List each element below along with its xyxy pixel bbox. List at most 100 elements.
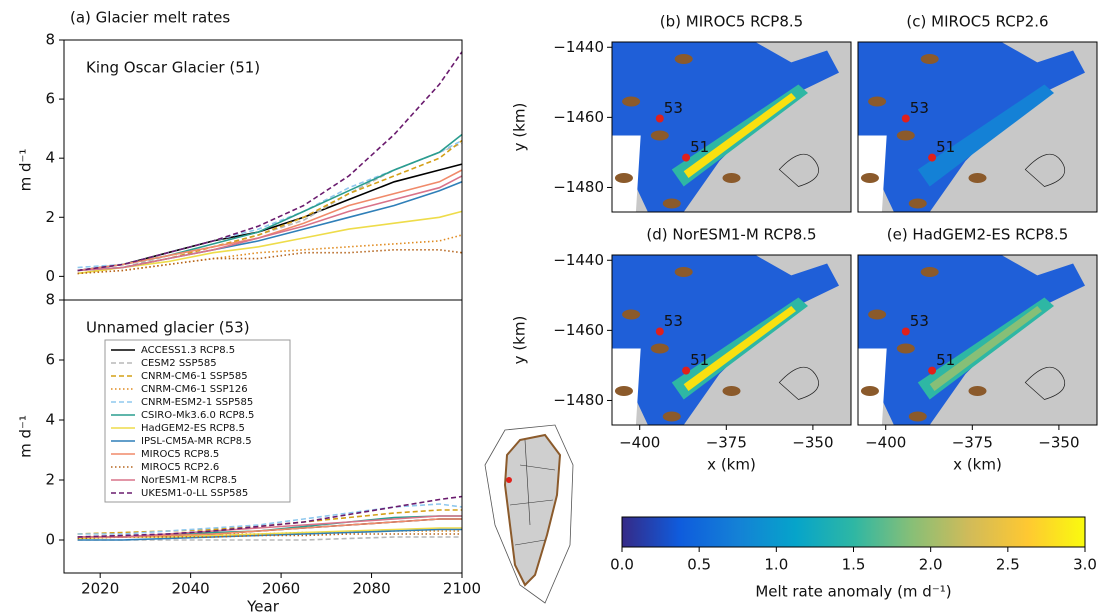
legend-label: ACCESS1.3 RCP8.5 [141, 345, 235, 356]
rock [662, 198, 681, 209]
colorbar-label: Melt rate anomaly (m d⁻¹) [755, 583, 951, 601]
map-panel: 53 51 (e) HadGEM2-ES RCP8.5 −400 −375 −350 x (… [857, 226, 1098, 474]
panel-title: (e) HadGEM2-ES RCP8.5 [887, 226, 1069, 244]
ice-melt-field [612, 255, 839, 425]
line-panel: Unnamed glacier (53) m d⁻¹ 0 2 4 6 8 2020 2040 20… [17, 291, 482, 613]
ice-melt-field [858, 255, 1085, 425]
rock [908, 411, 927, 422]
plot-frame [63, 39, 463, 301]
line-panel: (a) Glacier melt rates King Oscar Glacier… [17, 9, 463, 301]
colorbar-tick-label: 0.0 [610, 556, 634, 574]
map-frame [857, 254, 1098, 426]
rock [662, 411, 681, 422]
ice-melt-field [612, 42, 839, 212]
panel-title: (a) Glacier melt rates [70, 9, 230, 27]
glacier-marker [655, 114, 664, 123]
rock [968, 386, 987, 396]
plot-frame [63, 299, 463, 574]
map-frame [857, 41, 1098, 213]
colorbar-tick-label: 2.0 [919, 556, 943, 574]
legend-box [104, 339, 291, 503]
rock [908, 198, 927, 209]
legend-label: MIROC5 RCP2.6 [141, 462, 219, 473]
glacier-marker [928, 366, 937, 375]
greenland-inset [484, 424, 574, 604]
x-axis-label: Year [246, 598, 280, 613]
panel-title: (c) MIROC5 RCP2.6 [906, 13, 1048, 31]
glacier-label: 53 [910, 312, 929, 330]
rock [968, 173, 987, 183]
map-panel: 53 51 (b) MIROC5 RCP8.5 −1440 −1460 −1480 y (k… [511, 13, 852, 213]
glacier-label: 51 [936, 351, 955, 369]
contour [778, 366, 819, 400]
series-line [77, 142, 463, 272]
y-axis-label: m d⁻¹ [17, 149, 35, 192]
y-tick-label: 2 [45, 471, 55, 489]
rock [896, 130, 915, 141]
series-line [77, 163, 463, 272]
glacier-marker [682, 153, 691, 162]
contour [1024, 366, 1065, 400]
rock [722, 173, 741, 183]
legend-label: HadGEM2-ES RCP8.5 [141, 423, 245, 434]
legend-label: CESM2 SSP585 [141, 358, 217, 369]
series-line [77, 249, 463, 275]
y-axis-label: m d⁻¹ [17, 415, 35, 458]
site-marker [506, 477, 512, 483]
y-tick-label: 2 [45, 208, 55, 226]
series-line [77, 210, 463, 275]
x-tick-label: −375 [706, 434, 747, 452]
fjord [917, 84, 1054, 187]
rock [614, 386, 633, 396]
contour [778, 153, 819, 187]
legend-label: CSIRO-Mk3.6.0 RCP8.5 [141, 410, 254, 421]
y-tick-label: −1460 [553, 108, 604, 126]
y-tick-label: −1480 [553, 391, 604, 409]
legend: ACCESS1.3 RCP8.5 CESM2 SSP585 CNRM-CM6-1 S… [104, 339, 291, 503]
rock [860, 173, 879, 183]
glacier-marker [901, 114, 910, 123]
x-axis-label: x (km) [953, 456, 1002, 474]
series-line [77, 175, 463, 272]
rock [920, 54, 939, 64]
series-line [77, 234, 463, 275]
colorbar: 0.0 0.5 1.0 1.5 2.0 2.5 3.0 Melt rate anomaly (… [610, 516, 1097, 601]
fjord-core [683, 306, 796, 391]
series-line [77, 139, 463, 269]
colorbar-tick-label: 2.5 [996, 556, 1020, 574]
y-tick-label: 8 [45, 31, 55, 49]
x-axis-label: x (km) [707, 456, 756, 474]
legend-label: NorESM1-M RCP8.5 [141, 475, 237, 486]
glacier-label: 51 [936, 138, 955, 156]
rock [868, 96, 887, 107]
series-line [77, 503, 463, 535]
contour [1024, 153, 1065, 187]
glacier-marker [655, 327, 664, 336]
series-line [77, 139, 463, 275]
basins [509, 439, 556, 546]
glacier-label: 53 [664, 99, 683, 117]
x-tick-label: −350 [1038, 434, 1079, 452]
colorbar-tick-label: 3.0 [1073, 556, 1097, 574]
rock [674, 267, 693, 277]
legend-label: CNRM-CM6-1 SSP126 [141, 384, 248, 395]
panel-annotation: King Oscar Glacier (51) [86, 59, 260, 77]
panel-annotation: Unnamed glacier (53) [86, 319, 250, 337]
x-tick-label: −400 [865, 434, 906, 452]
rock [622, 96, 641, 107]
y-tick-label: −1480 [553, 178, 604, 196]
rock [650, 130, 669, 141]
y-tick-label: −1460 [553, 321, 604, 339]
glacier-label: 53 [664, 312, 683, 330]
x-tick-label: 2060 [262, 580, 300, 598]
y-tick-label: 4 [45, 411, 55, 429]
series-line [77, 528, 462, 541]
map-frame [611, 41, 852, 213]
y-tick-label: 6 [45, 90, 55, 108]
ice-melt-field [858, 42, 1085, 212]
map-frame [611, 254, 852, 426]
y-tick-label: 0 [45, 531, 55, 549]
y-axis-label: y (km) [511, 103, 529, 152]
map-panel: 53 51 (c) MIROC5 RCP2.6 [857, 13, 1098, 213]
legend-label: CNRM-ESM2-1 SSP585 [141, 397, 253, 408]
